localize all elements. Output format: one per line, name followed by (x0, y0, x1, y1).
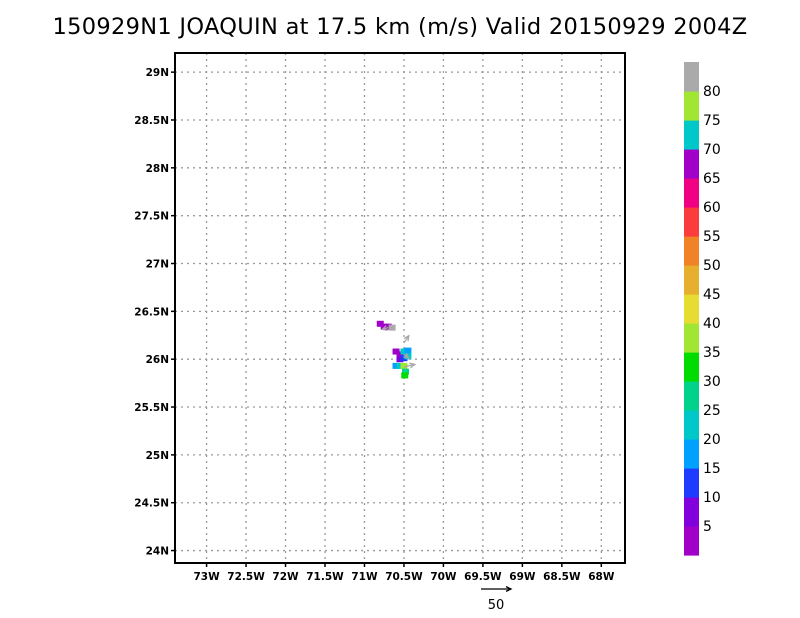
colorbar-segment (684, 352, 699, 382)
x-tick-label: 70W (430, 571, 457, 583)
colorbar: 5 10 15 20 25 30 35 40 45 50 55 60 65 70 75 80 (684, 62, 721, 556)
x-tick-label: 68W (588, 571, 615, 583)
axes: 73W 72.5W 72W 71.5W 71W 70.5W 70W 69.5W 69W 68.5W… (134, 67, 615, 583)
colorbar-segment (684, 91, 699, 121)
colorbar-label: 40 (703, 316, 721, 332)
data-cell (402, 368, 410, 375)
colorbar-segment (684, 497, 699, 527)
data-cell (396, 362, 404, 369)
colorbar-segment (684, 439, 699, 469)
x-tick-label: 71.5W (306, 571, 344, 583)
y-tick-label: 27N (146, 259, 169, 271)
wind-vector-head (409, 362, 417, 369)
colorbar-label: 75 (703, 113, 721, 129)
y-tick-label: 24N (146, 546, 169, 558)
reference-arrow-head (505, 586, 513, 592)
wind-vectors (380, 325, 417, 369)
colorbar-label: 10 (703, 490, 721, 506)
y-tick-label: 28.5N (134, 115, 169, 127)
colorbar-segment (684, 62, 699, 92)
plot-frame (174, 52, 626, 564)
wind-vector-head (403, 352, 410, 359)
y-tick-label: 28N (146, 163, 169, 175)
colorbar-label: 35 (703, 345, 721, 361)
wind-vector-head (380, 325, 388, 331)
reference-arrow (481, 586, 513, 592)
data-cell (392, 362, 400, 369)
colorbar-label: 60 (703, 200, 721, 216)
wind-vector-shaft (403, 363, 415, 368)
colorbar-segment (684, 236, 699, 266)
y-tick-label: 26N (146, 354, 169, 366)
x-tick-label: 69W (509, 571, 536, 583)
data-cell (401, 372, 409, 379)
colorbar-segment (684, 381, 699, 411)
data-cell (400, 348, 408, 355)
colorbar-segment (684, 207, 699, 237)
colorbar-segment (684, 294, 699, 324)
colorbar-label: 15 (703, 461, 721, 477)
data-cell (404, 347, 412, 354)
colorbar-label: 5 (703, 519, 712, 535)
y-tick-label: 29N (146, 67, 169, 79)
x-tick-label: 73W (193, 571, 220, 583)
colorbar-segment (684, 178, 699, 208)
colorbar-label: 20 (703, 432, 721, 448)
y-tick-label: 25N (146, 450, 169, 462)
colorbar-label: 70 (703, 142, 721, 158)
y-tick-label: 26.5N (134, 306, 169, 318)
colorbar-segment (684, 323, 699, 353)
colorbar-label: 80 (703, 84, 721, 100)
wind-vector (403, 362, 417, 369)
reference-vector-label: 50 (488, 598, 505, 613)
wind-vector-head (403, 334, 410, 342)
data-cell (388, 324, 396, 331)
colorbar-segment (684, 265, 699, 295)
colorbar-label: 25 (703, 403, 721, 419)
colorbar-segment (684, 526, 699, 556)
wind-vector (380, 325, 389, 331)
data-cell (396, 351, 404, 358)
data-cell (384, 323, 392, 330)
colorbar-label: 50 (703, 258, 721, 274)
x-tick-label: 72.5W (227, 571, 265, 583)
x-tick-label: 70.5W (385, 571, 423, 583)
data-cell (400, 362, 408, 369)
wind-vector (403, 352, 410, 359)
colorbar-label: 30 (703, 374, 721, 390)
x-tick-label: 71W (351, 571, 378, 583)
colorbar-segment (684, 149, 699, 179)
colorbar-label: 45 (703, 287, 721, 303)
data-cell (400, 355, 408, 362)
grid (175, 53, 625, 563)
y-tick-label: 25.5N (134, 402, 169, 414)
wind-vector (403, 334, 410, 344)
x-tick-label: 68.5W (543, 571, 581, 583)
x-tick-label: 69.5W (464, 571, 502, 583)
data-cell (396, 356, 404, 363)
chart-title: 150929N1 JOAQUIN at 17.5 km (m/s) Valid … (52, 14, 748, 40)
y-tick-label: 24.5N (134, 498, 169, 510)
reference-vector: 50 (481, 586, 513, 613)
y-tick-label: 27.5N (134, 211, 169, 223)
colorbar-segment (684, 468, 699, 498)
colorbar-label: 65 (703, 171, 721, 187)
data-cell (392, 348, 400, 355)
x-tick-label: 72W (272, 571, 299, 583)
colorbar-label: 55 (703, 229, 721, 245)
colorbar-segment (684, 410, 699, 440)
colorbar-segment (684, 120, 699, 150)
data-cell (376, 320, 384, 327)
